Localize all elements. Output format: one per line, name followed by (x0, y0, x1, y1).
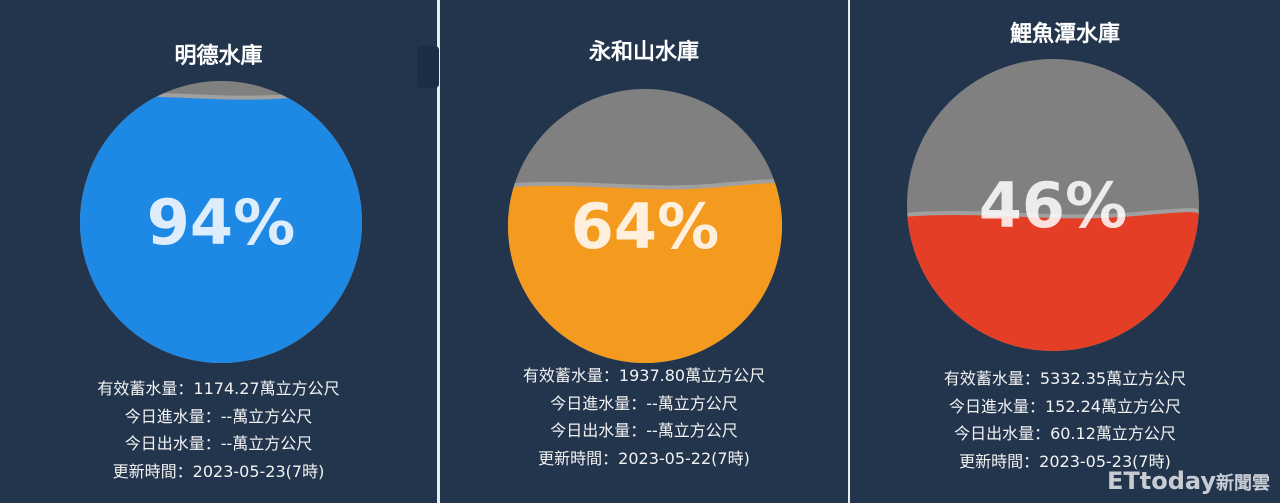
water-level-gauge: 64% (508, 89, 782, 363)
storage-text: 有效蓄水量：5332.35萬立方公尺 (943, 369, 1187, 388)
reservoir-panel-yonghe: 永和山水庫 64% 有效蓄水量：1937.80萬立方公尺 今日進水量：--萬立方… (440, 0, 848, 503)
gauge-water-fill (80, 93, 362, 363)
reservoir-title: 明德水庫 (174, 44, 263, 69)
gauge-percent-label: 46% (979, 169, 1127, 242)
storage-text: 有效蓄水量：1937.80萬立方公尺 (522, 366, 766, 385)
gauge-percent-label: 64% (571, 190, 719, 263)
inflow-text: 今日進水量：--萬立方公尺 (550, 393, 738, 413)
reservoir-info: 有效蓄水量：1937.80萬立方公尺 今日進水量：--萬立方公尺 今日出水量：-… (440, 362, 848, 472)
reservoir-panel-mingde: 明德水庫 94% 有效蓄水量：1174.27萬立方公尺 今日進水量：--萬立方公… (0, 0, 439, 503)
updated-text: 更新時間：2023-05-22(7時) (538, 448, 750, 468)
overlay-button-fragment (417, 46, 439, 88)
gauge-water-fill (907, 212, 1199, 351)
ettoday-watermark: ETtoday新聞雲 (1106, 467, 1270, 495)
reservoir-title: 鯉魚潭水庫 (1009, 22, 1120, 47)
outflow-text: 今日出水量：60.12萬立方公尺 (954, 424, 1176, 443)
updated-text: 更新時間：2023-05-23(7時) (959, 451, 1171, 471)
reservoir-title: 永和山水庫 (588, 40, 699, 65)
reservoir-panel-liyutan: 鯉魚潭水庫 46% 有效蓄水量：5332.35萬立方公尺 今日進水量：152.2… (850, 0, 1280, 503)
reservoir-info: 有效蓄水量：1174.27萬立方公尺 今日進水量：--萬立方公尺 今日出水量：-… (0, 375, 437, 485)
water-level-gauge: 94% (80, 81, 362, 363)
water-level-gauge: 46% (907, 59, 1199, 351)
inflow-text: 今日進水量：152.24萬立方公尺 (949, 396, 1181, 416)
reservoir-info: 有效蓄水量：5332.35萬立方公尺 今日進水量：152.24萬立方公尺 今日出… (850, 365, 1280, 475)
gauge-percent-label: 94% (147, 186, 295, 259)
outflow-text: 今日出水量：--萬立方公尺 (550, 421, 738, 440)
inflow-text: 今日進水量：--萬立方公尺 (124, 406, 313, 426)
updated-text: 更新時間：2023-05-23(7時) (112, 461, 325, 481)
gauge-water-fill (508, 183, 782, 363)
outflow-text: 今日出水量：--萬立方公尺 (124, 434, 313, 453)
storage-text: 有效蓄水量：1174.27萬立方公尺 (97, 379, 340, 398)
